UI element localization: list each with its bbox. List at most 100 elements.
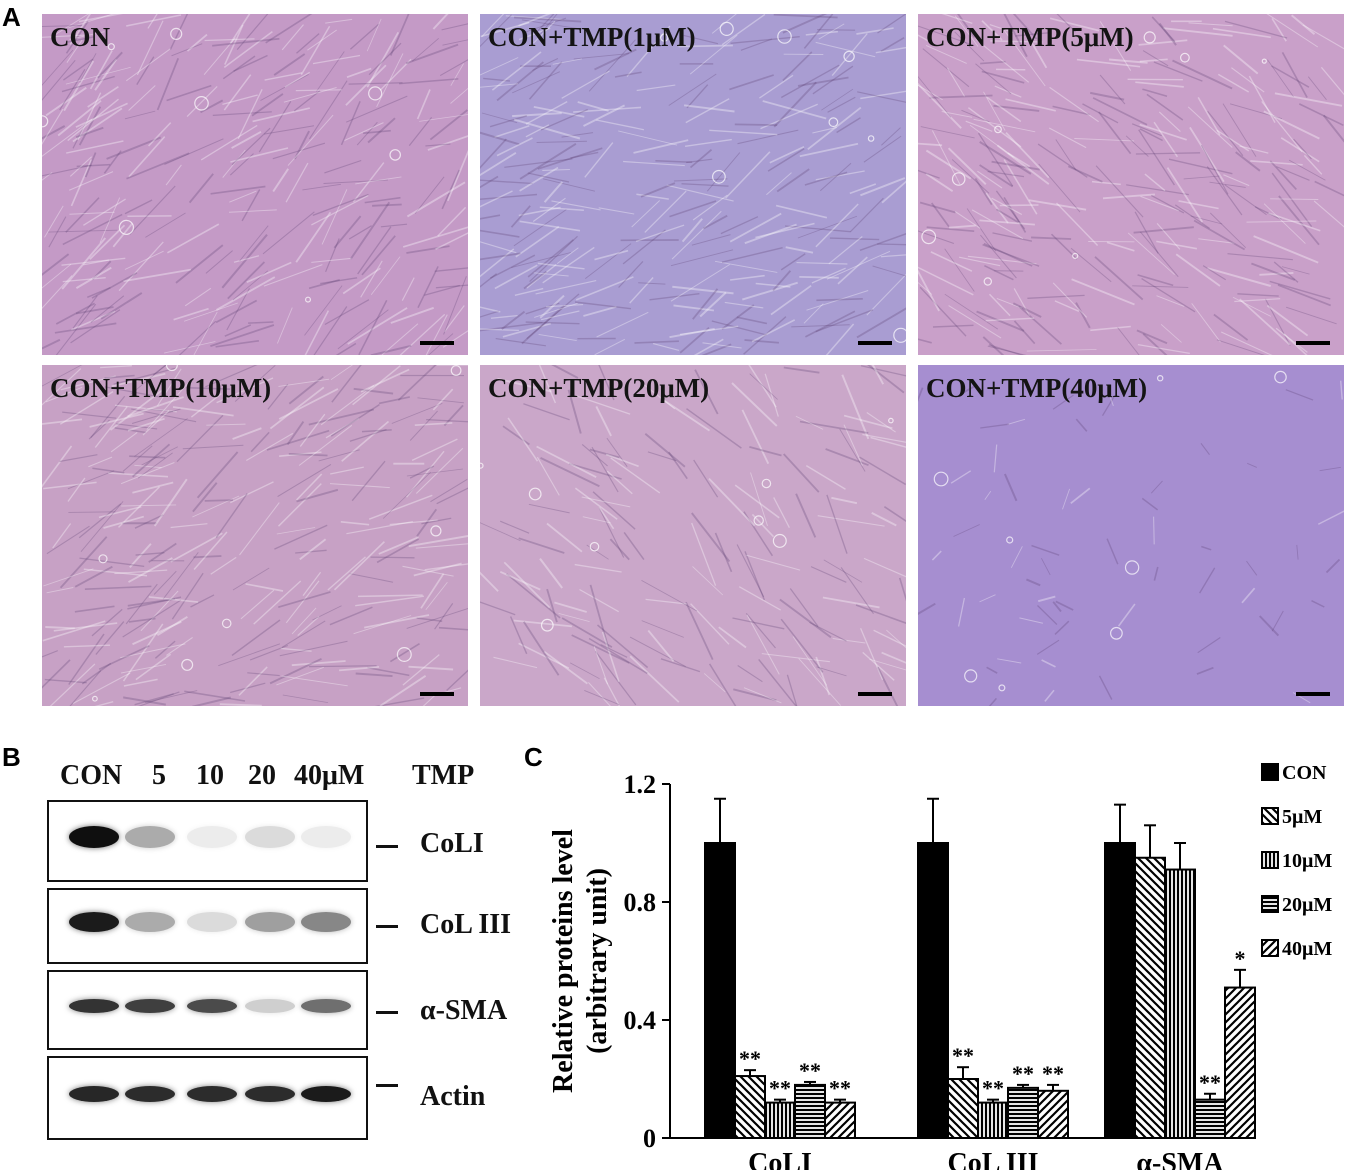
lane-label: CON xyxy=(60,760,123,791)
micrograph: CON xyxy=(42,14,468,355)
blot-band xyxy=(245,826,295,848)
bar xyxy=(794,1083,826,1139)
bar xyxy=(824,1101,856,1140)
cell-texture xyxy=(42,365,468,706)
micrograph-label: CON+TMP(20μM) xyxy=(488,373,710,403)
protein-label-asma: α-SMA xyxy=(420,995,508,1026)
scale-bar xyxy=(858,692,892,696)
legend-swatch xyxy=(1261,763,1279,781)
y-axis-label: (arbitrary unit) xyxy=(582,868,613,1054)
blot-band xyxy=(301,1086,351,1102)
bar xyxy=(1134,856,1166,1139)
blot-band xyxy=(301,912,351,932)
micrograph: CON+TMP(20μM) xyxy=(480,365,906,706)
micrograph: CON+TMP(5μM) xyxy=(918,14,1344,355)
bar xyxy=(734,1075,766,1139)
micrograph-label: CON+TMP(1μM) xyxy=(488,22,696,52)
micrograph-label: CON xyxy=(50,22,110,52)
blot-strip-col3 xyxy=(47,888,368,964)
cell-texture xyxy=(918,14,1344,355)
y-tick-label: 0.8 xyxy=(624,888,657,917)
blot-band xyxy=(69,999,119,1013)
y-tick-label: 0.4 xyxy=(624,1006,657,1035)
legend-label: 40μM xyxy=(1282,938,1332,960)
blot-tick xyxy=(376,1011,398,1014)
micrograph-label: CON+TMP(40μM) xyxy=(926,373,1148,403)
significance-marker: ** xyxy=(829,1076,851,1101)
x-category-label: CoLI xyxy=(748,1148,812,1170)
legend-label: CON xyxy=(1282,762,1327,784)
protein-label-actin: Actin xyxy=(420,1081,486,1112)
bar xyxy=(977,1101,1009,1140)
blot-band xyxy=(125,1086,175,1102)
blot-tick xyxy=(376,925,398,928)
y-axis-label: Relative proteins level xyxy=(548,829,579,1093)
legend-label: 5μM xyxy=(1282,806,1322,828)
blot-band xyxy=(301,826,351,848)
blot-band xyxy=(69,1086,119,1102)
legend-label: 10μM xyxy=(1282,850,1332,872)
blot-band xyxy=(187,1086,237,1102)
blot-band xyxy=(301,999,351,1013)
blot-band xyxy=(125,999,175,1013)
scale-bar xyxy=(1296,341,1330,345)
blot-tick xyxy=(376,1084,398,1087)
significance-marker: ** xyxy=(769,1076,791,1101)
panel-letter-a: A xyxy=(2,2,21,32)
bar xyxy=(917,842,949,1139)
bar xyxy=(947,1078,979,1139)
lane-label: 10 xyxy=(196,760,224,791)
bar-chart: 0 0.4 0.8 1.2 Relative proteins level (arbitr… xyxy=(548,762,1332,1170)
blot-band xyxy=(187,826,237,848)
legend-swatch xyxy=(1261,939,1279,957)
protein-label-col3: CoL III xyxy=(420,909,512,940)
cell-texture xyxy=(480,14,906,355)
blot-band xyxy=(125,826,175,848)
micrograph-label: CON+TMP(5μM) xyxy=(926,22,1134,52)
panel-letter-c: C xyxy=(524,742,543,772)
blot-strip-coli xyxy=(47,800,368,882)
legend-swatch xyxy=(1261,851,1279,869)
blot-band xyxy=(187,999,237,1013)
bar xyxy=(1104,842,1136,1139)
micrograph: CON+TMP(1μM) xyxy=(480,14,906,355)
bar xyxy=(1037,1089,1069,1139)
bar xyxy=(704,842,736,1139)
cell-texture xyxy=(480,365,906,706)
lane-label: 5 xyxy=(152,760,166,791)
y-tick-label: 0 xyxy=(643,1124,656,1153)
blot-band xyxy=(245,999,295,1013)
significance-marker: ** xyxy=(739,1046,761,1071)
scale-bar xyxy=(1296,692,1330,696)
cell-texture xyxy=(918,370,1344,706)
bar xyxy=(1164,868,1196,1140)
x-category-label: CoL III xyxy=(947,1148,1038,1170)
blot-band xyxy=(125,912,175,932)
protein-label-coli: CoLI xyxy=(420,828,484,859)
panel-letter-b: B xyxy=(2,742,21,772)
legend-label: 20μM xyxy=(1282,894,1332,916)
bar xyxy=(1224,986,1256,1139)
significance-marker: ** xyxy=(1042,1061,1064,1086)
significance-marker: * xyxy=(1235,946,1246,971)
bar xyxy=(1007,1086,1039,1140)
scale-bar xyxy=(420,341,454,345)
blot-band xyxy=(69,826,119,848)
x-category-label: α-SMA xyxy=(1136,1148,1224,1170)
blot-band xyxy=(245,912,295,932)
blot-tick xyxy=(376,845,398,848)
micrograph: CON+TMP(40μM) xyxy=(918,365,1344,706)
micrograph: CON+TMP(10μM) xyxy=(42,365,468,706)
y-tick-label: 1.2 xyxy=(624,770,657,799)
significance-marker: ** xyxy=(1012,1061,1034,1086)
treatment-label: TMP xyxy=(412,760,475,791)
blot-band xyxy=(187,912,237,932)
legend-swatch xyxy=(1261,895,1279,913)
bar xyxy=(1194,1098,1226,1139)
legend-swatch xyxy=(1261,807,1279,825)
blot-strip-actin xyxy=(47,1056,368,1140)
micrograph-label: CON+TMP(10μM) xyxy=(50,373,272,403)
significance-marker: ** xyxy=(952,1043,974,1068)
blot-band xyxy=(69,912,119,932)
lane-label: 40μM xyxy=(294,760,365,791)
